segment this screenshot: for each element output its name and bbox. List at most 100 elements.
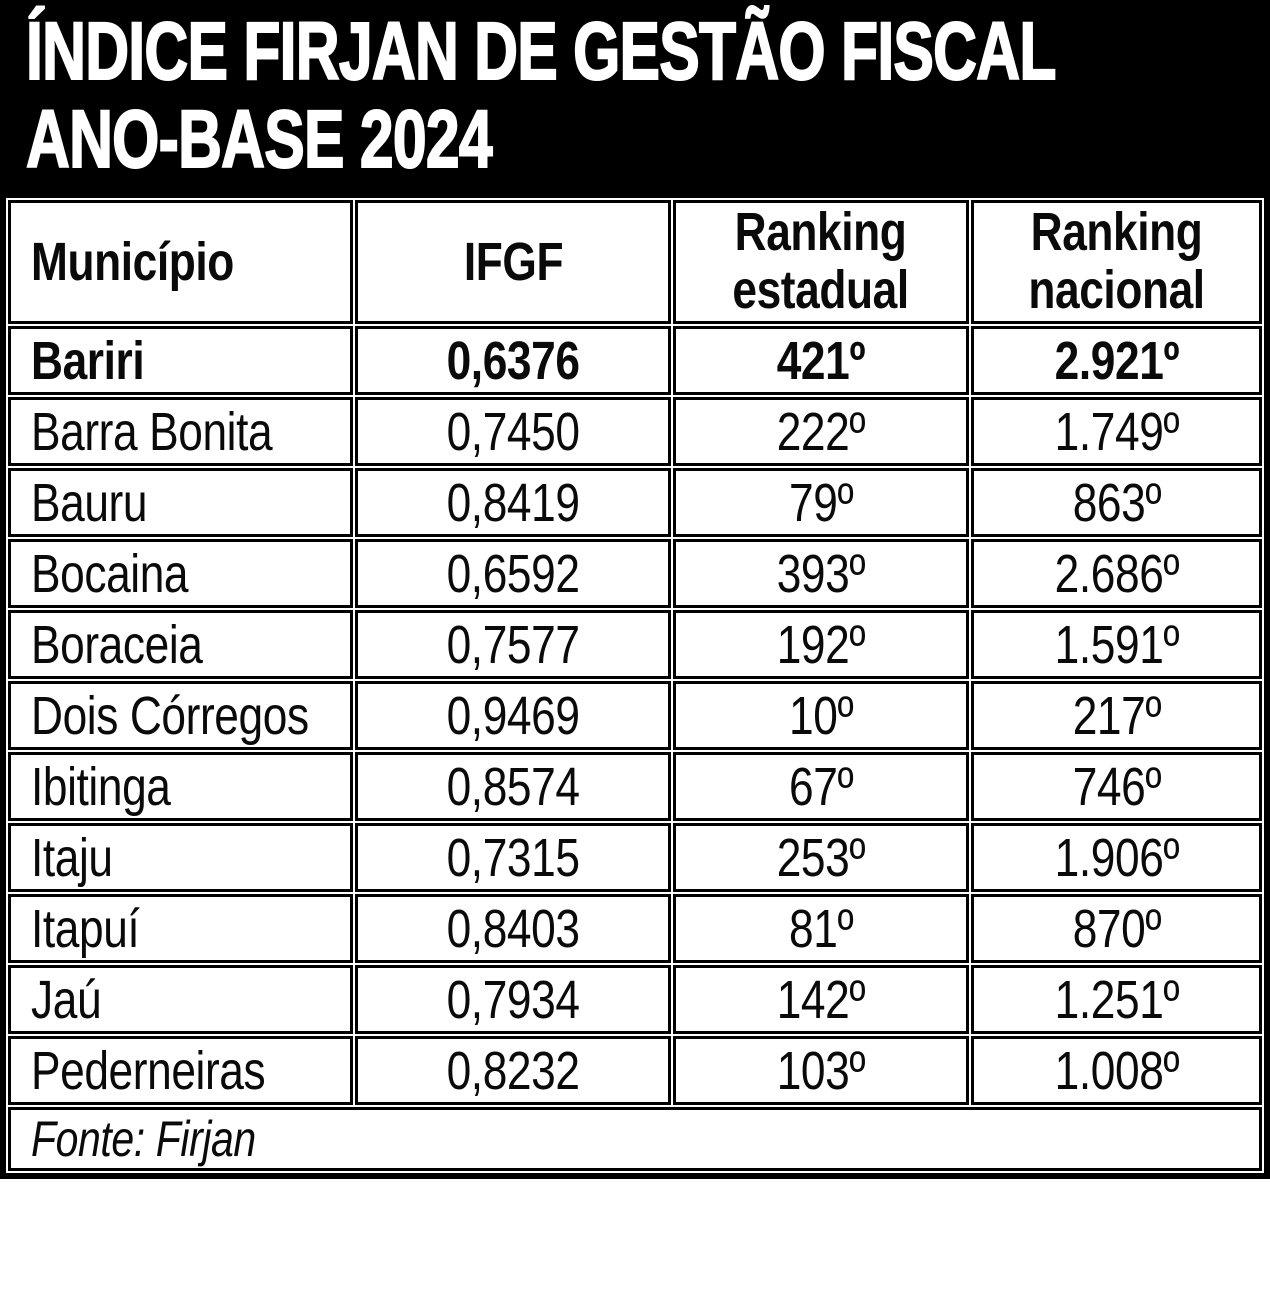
cell-text: 2.921º	[1054, 330, 1179, 391]
cell-text: 1.749º	[1054, 401, 1179, 462]
column-header-national-ranking: Ranking nacional	[971, 200, 1262, 324]
cell-ifgf: 0,7450	[355, 397, 671, 466]
cell-text: 0,6592	[446, 543, 580, 604]
cell-text: 253º	[776, 827, 866, 888]
cell-text: 863º	[1072, 472, 1161, 533]
cell-text: 0,8232	[446, 1040, 580, 1101]
cell-text: Ibitinga	[31, 756, 171, 817]
cell-ifgf: 0,8232	[355, 1036, 671, 1105]
table-row: Boraceia 0,7577 192º 1.591º	[8, 610, 1262, 679]
cell-text: 1.008º	[1054, 1040, 1179, 1101]
cell-text: 67º	[788, 756, 854, 817]
table-row: Pederneiras 0,8232 103º 1.008º	[8, 1036, 1262, 1105]
cell-text: Bocaina	[31, 543, 189, 604]
ifgf-ranking-table: Município IFGF Ranking estadual Ranking …	[0, 192, 1270, 1179]
source-cell: Fonte: Firjan	[8, 1107, 1262, 1171]
table-row: Ibitinga 0,8574 67º 746º	[8, 752, 1262, 821]
cell-state-ranking: 103º	[673, 1036, 969, 1105]
table-row: Dois Córregos 0,9469 10º 217º	[8, 681, 1262, 750]
cell-national-ranking: 863º	[971, 468, 1262, 537]
header-row: Município IFGF Ranking estadual Ranking …	[8, 200, 1262, 324]
title-line-2: ANO-BASE 2024	[25, 94, 493, 185]
cell-text: 142º	[776, 969, 866, 1030]
column-header-label: IFGF	[463, 232, 563, 292]
cell-ifgf: 0,7934	[355, 965, 671, 1034]
cell-text: 0,9469	[446, 685, 580, 746]
column-header-ifgf: IFGF	[355, 200, 671, 324]
cell-national-ranking: 2.686º	[971, 539, 1262, 608]
cell-text: Pederneiras	[31, 1040, 266, 1101]
cell-state-ranking: 192º	[673, 610, 969, 679]
cell-municipality: Boraceia	[8, 610, 353, 679]
table-body: Bariri 0,6376 421º 2.921º Barra Bonita 0,7450…	[8, 326, 1262, 1105]
cell-municipality: Itaju	[8, 823, 353, 892]
cell-text: 0,8574	[446, 756, 580, 817]
cell-ifgf: 0,7577	[355, 610, 671, 679]
table-row: Bariri 0,6376 421º 2.921º	[8, 326, 1262, 395]
source-row: Fonte: Firjan	[8, 1107, 1262, 1171]
cell-text: 0,7315	[446, 827, 580, 888]
cell-text: 393º	[776, 543, 866, 604]
cell-text: Itapuí	[31, 898, 140, 959]
cell-text: 0,7934	[446, 969, 580, 1030]
cell-text: 81º	[788, 898, 854, 959]
cell-state-ranking: 10º	[673, 681, 969, 750]
cell-text: Boraceia	[31, 614, 203, 675]
cell-state-ranking: 142º	[673, 965, 969, 1034]
cell-text: 79º	[788, 472, 854, 533]
cell-text: Dois Córregos	[31, 685, 309, 746]
table-row: Barra Bonita 0,7450 222º 1.749º	[8, 397, 1262, 466]
cell-text: 421º	[776, 330, 866, 391]
cell-state-ranking: 79º	[673, 468, 969, 537]
cell-ifgf: 0,6592	[355, 539, 671, 608]
cell-text: 0,8419	[446, 472, 580, 533]
cell-text: 103º	[776, 1040, 866, 1101]
cell-text: 0,7450	[446, 401, 580, 462]
table-row: Jaú 0,7934 142º 1.251º	[8, 965, 1262, 1034]
column-header-label: Ranking nacional	[1028, 202, 1205, 320]
cell-state-ranking: 81º	[673, 894, 969, 963]
cell-municipality: Itapuí	[8, 894, 353, 963]
cell-state-ranking: 222º	[673, 397, 969, 466]
cell-text: Itaju	[31, 827, 113, 888]
cell-text: Bauru	[31, 472, 148, 533]
cell-ifgf: 0,8419	[355, 468, 671, 537]
cell-text: 746º	[1072, 756, 1161, 817]
table-row: Itaju 0,7315 253º 1.906º	[8, 823, 1262, 892]
cell-municipality: Bariri	[8, 326, 353, 395]
cell-national-ranking: 2.921º	[971, 326, 1262, 395]
cell-municipality: Pederneiras	[8, 1036, 353, 1105]
title-banner: ÍNDICE FIRJAN DE GESTÃO FISCAL ANO-BASE …	[0, 0, 1270, 192]
cell-text: 0,6376	[446, 330, 580, 391]
cell-text: Jaú	[31, 969, 102, 1030]
cell-ifgf: 0,7315	[355, 823, 671, 892]
cell-state-ranking: 67º	[673, 752, 969, 821]
cell-national-ranking: 1.591º	[971, 610, 1262, 679]
cell-national-ranking: 746º	[971, 752, 1262, 821]
cell-text: 192º	[776, 614, 866, 675]
column-header-label: Município	[31, 232, 234, 292]
cell-text: 0,7577	[446, 614, 580, 675]
cell-national-ranking: 1.749º	[971, 397, 1262, 466]
cell-state-ranking: 421º	[673, 326, 969, 395]
table-row: Itapuí 0,8403 81º 870º	[8, 894, 1262, 963]
cell-text: 0,8403	[446, 898, 580, 959]
cell-text: 2.686º	[1054, 543, 1179, 604]
cell-municipality: Ibitinga	[8, 752, 353, 821]
table-row: Bocaina 0,6592 393º 2.686º	[8, 539, 1262, 608]
cell-text: 870º	[1072, 898, 1161, 959]
cell-national-ranking: 870º	[971, 894, 1262, 963]
cell-text: 1.591º	[1054, 614, 1179, 675]
cell-national-ranking: 1.008º	[971, 1036, 1262, 1105]
cell-ifgf: 0,9469	[355, 681, 671, 750]
cell-text: Bariri	[31, 330, 145, 391]
cell-text: 222º	[776, 401, 866, 462]
cell-ifgf: 0,8403	[355, 894, 671, 963]
source-text: Fonte: Firjan	[31, 1111, 256, 1167]
cell-national-ranking: 1.251º	[971, 965, 1262, 1034]
cell-municipality: Dois Córregos	[8, 681, 353, 750]
cell-ifgf: 0,8574	[355, 752, 671, 821]
cell-text: 1.251º	[1054, 969, 1179, 1030]
title-line-1: ÍNDICE FIRJAN DE GESTÃO FISCAL	[25, 6, 1057, 97]
cell-national-ranking: 217º	[971, 681, 1262, 750]
